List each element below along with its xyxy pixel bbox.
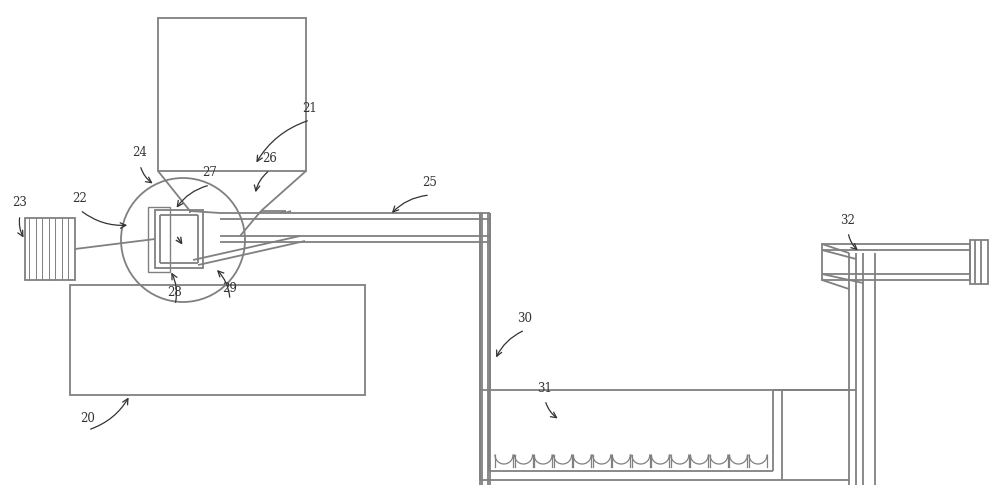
Text: 20: 20	[81, 411, 95, 425]
Text: 31: 31	[538, 382, 552, 395]
Text: 26: 26	[263, 151, 277, 164]
Text: 29: 29	[223, 282, 237, 295]
Text: 28: 28	[168, 287, 182, 299]
Bar	[822, 244, 970, 280]
Text: 27: 27	[203, 166, 217, 180]
Bar	[970, 240, 988, 284]
Text: 22: 22	[73, 192, 87, 204]
Text: 21: 21	[303, 101, 317, 114]
Bar	[25, 218, 75, 280]
Text: 25: 25	[423, 177, 437, 190]
Text: 24: 24	[133, 147, 147, 159]
Text: 32: 32	[841, 213, 855, 227]
Bar	[158, 18, 306, 171]
Bar	[155, 210, 203, 268]
Bar	[70, 285, 365, 395]
Text: 30: 30	[518, 311, 532, 325]
Bar	[148, 207, 170, 272]
Text: 23: 23	[13, 197, 27, 209]
